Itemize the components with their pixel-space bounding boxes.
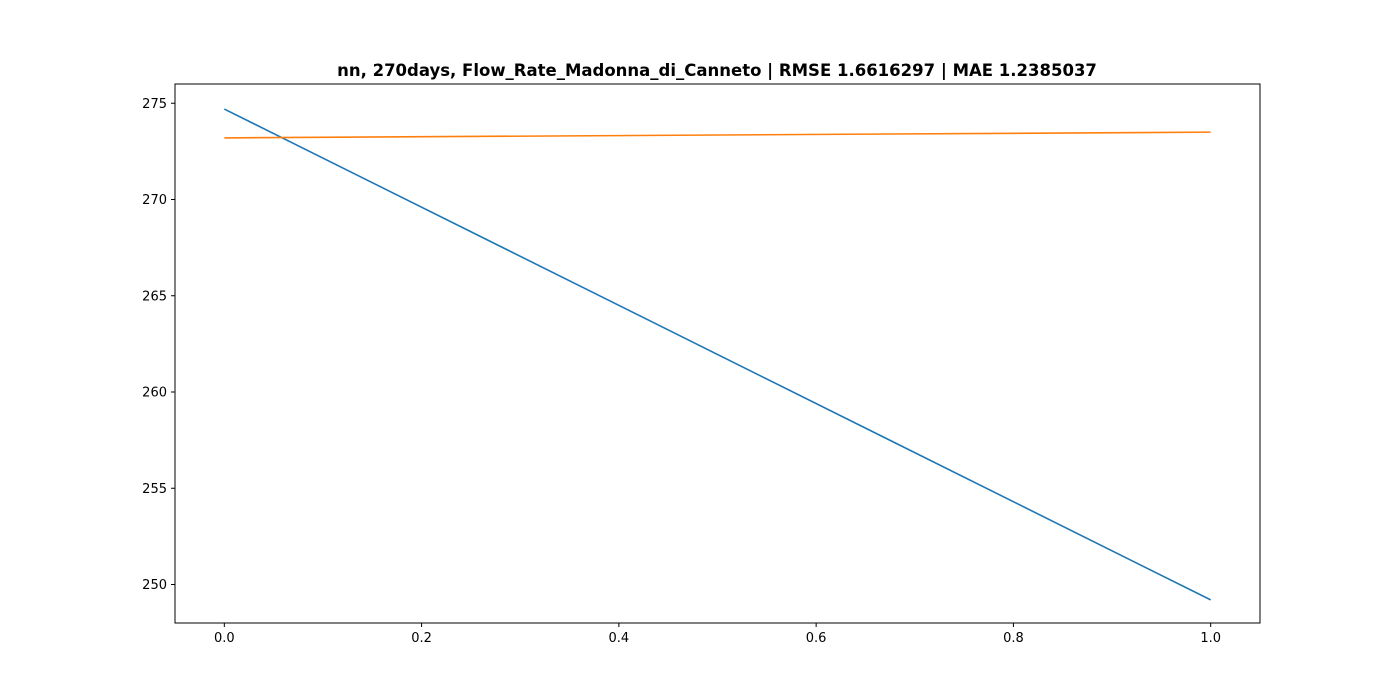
y-tick-label: 265 xyxy=(142,289,167,304)
series-layer xyxy=(223,108,1212,601)
y-tick-label: 260 xyxy=(142,386,167,401)
y-tick-label: 270 xyxy=(142,193,167,208)
axes-layer: 0.0 0.2 0.4 0.6 0.8 1.0 250 255 260 265 270 275 xyxy=(142,83,1261,646)
series-line-0 xyxy=(223,108,1212,601)
chart-title: nn, 270days, Flow_Rate_Madonna_di_Cannet… xyxy=(337,61,1097,81)
y-tick-label: 250 xyxy=(142,578,167,593)
y-tick-label: 255 xyxy=(142,482,167,497)
x-tick-label: 0.2 xyxy=(411,631,432,646)
x-tick-label: 0.4 xyxy=(609,631,630,646)
series-line-1 xyxy=(224,131,1211,139)
plot-frame xyxy=(174,83,1261,624)
y-tick-label: 275 xyxy=(142,97,167,112)
x-tick-label: 0.0 xyxy=(214,631,235,646)
x-tick-label: 0.6 xyxy=(806,631,827,646)
x-tick-label: 1.0 xyxy=(1200,631,1221,646)
x-tick-label: 0.8 xyxy=(1003,631,1024,646)
